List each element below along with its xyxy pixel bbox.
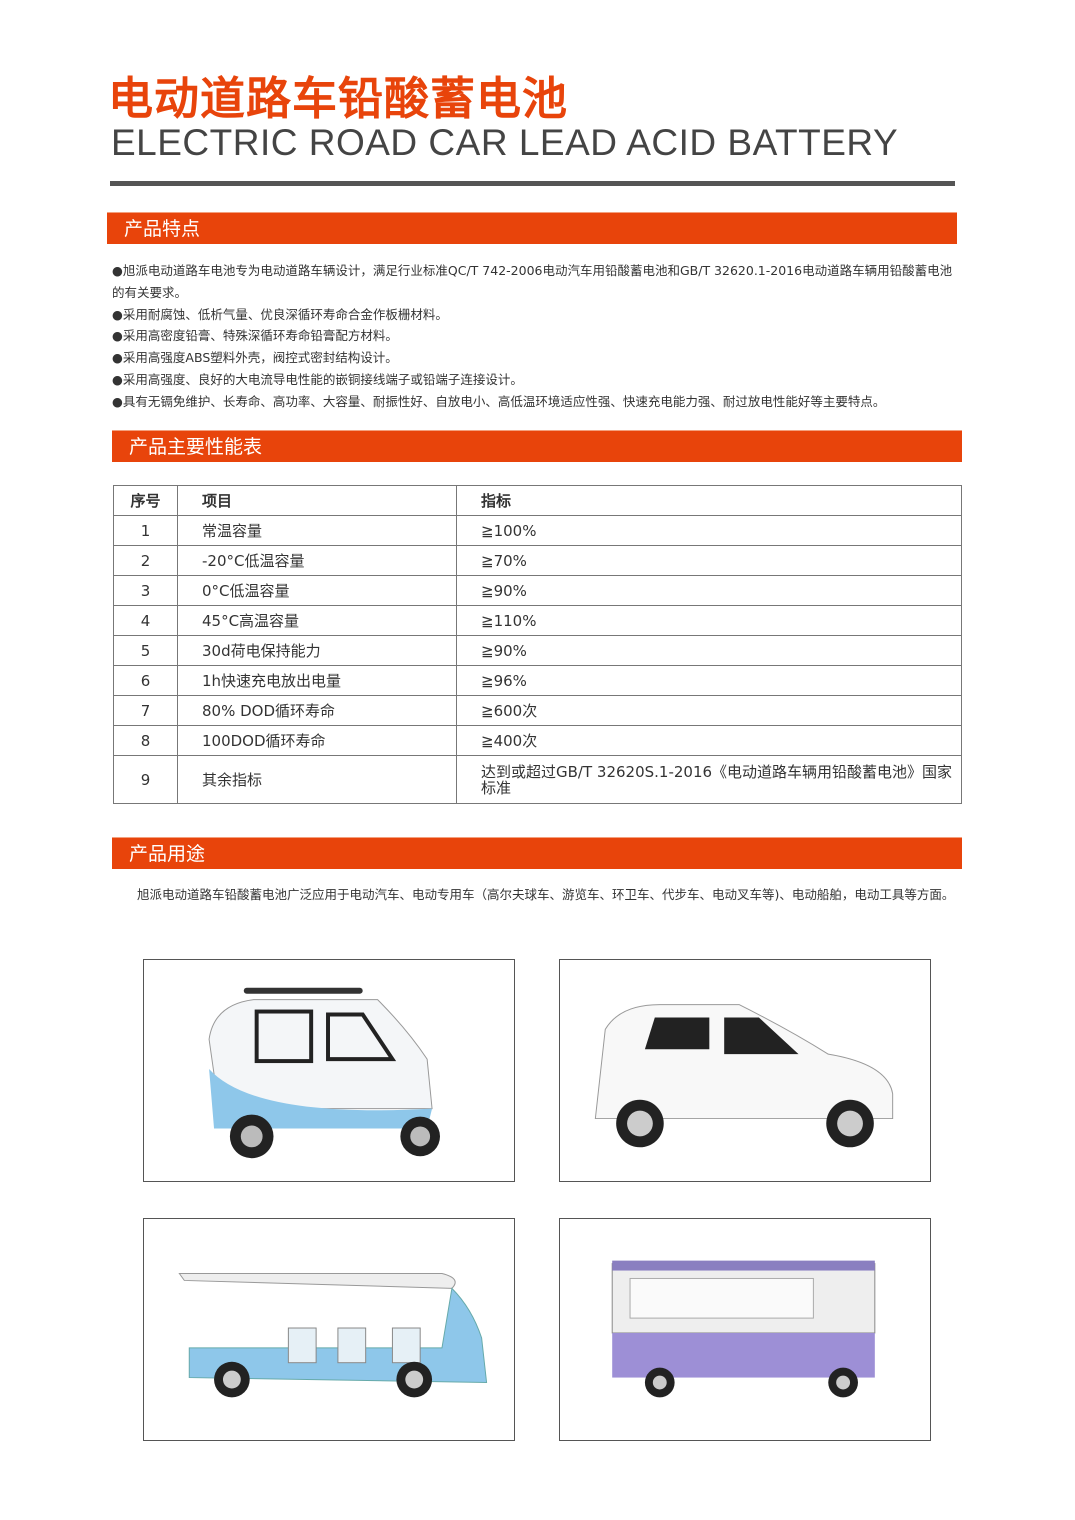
table-cell: ≧400次 <box>456 725 962 756</box>
feature-item: ●采用高强度ABS塑料外壳，阀控式密封结构设计。 <box>112 350 398 366</box>
table-row: 1 常温容量 ≧100% <box>113 515 962 546</box>
table-cell: 4 <box>113 605 178 636</box>
feature-item: ●采用高密度铅膏、特殊深循环寿命铅膏配方材料。 <box>112 328 398 344</box>
table-row: 8 100DOD循环寿命 ≧400次 <box>113 725 962 756</box>
performance-table: 序号 项目 指标 1 常温容量 ≧100% 2 -20°C低温容量 ≧70% 3 0°C低温容量 ≧9… <box>113 485 962 804</box>
table-cell: 0°C低温容量 <box>177 575 457 606</box>
feature-item: ●采用高强度、良好的大电流导电性能的嵌铜接线端子或铅端子连接设计。 <box>112 371 523 387</box>
table-cell: 3 <box>113 575 178 606</box>
table-cell: 45°C高温容量 <box>177 605 457 636</box>
page-title: 电动道路车铅酸蓄电池 <box>108 72 569 125</box>
table-row: 3 0°C低温容量 ≧90% <box>113 575 962 606</box>
mini-car-image <box>559 959 931 1182</box>
performance-heading: 产品主要性能表 <box>112 430 962 462</box>
table-row: 2 -20°C低温容量 ≧70% <box>113 545 962 576</box>
feature-item: ●具有无镉免维护、长寿命、高功率、大容量、耐振性好、自放电小、高低温环境适应性强… <box>112 393 886 409</box>
table-cell: 2 <box>113 545 178 576</box>
usage-text: 旭派电动道路车铅酸蓄电池广泛应用于电动汽车、电动专用车（高尔夫球车、游览车、环卫… <box>137 887 955 902</box>
table-cell: ≧110% <box>456 605 962 636</box>
features-list: ●旭派电动道路车电池专为电动道路车辆设计，满足行业标准QC/T 742-2006… <box>112 260 962 413</box>
table-cell: 100DOD循环寿命 <box>177 725 457 756</box>
table-cell: 6 <box>113 665 178 696</box>
table-cell: 80% DOD循环寿命 <box>177 695 457 726</box>
table-cell: ≧96% <box>456 665 962 696</box>
divider <box>110 181 955 186</box>
table-cell: ≧90% <box>456 575 962 606</box>
feature-item: ●旭派电动道路车电池专为电动道路车辆设计，满足行业标准QC/T 742-2006… <box>112 263 953 300</box>
table-row: 7 80% DOD循环寿命 ≧600次 <box>113 695 962 726</box>
table-header-row: 序号 项目 指标 <box>113 485 962 516</box>
table-cell: ≧70% <box>456 545 962 576</box>
table-row: 4 45°C高温容量 ≧110% <box>113 605 962 636</box>
table-cell: 常温容量 <box>177 515 457 546</box>
column-header: 项目 <box>177 485 457 516</box>
table-cell: 1h快速充电放出电量 <box>177 665 457 696</box>
table-cell: 1 <box>113 515 178 546</box>
table-cell: ≧100% <box>456 515 962 546</box>
usage-heading: 产品用途 <box>112 837 962 869</box>
table-cell: ≧600次 <box>456 695 962 726</box>
table-cell: -20°C低温容量 <box>177 545 457 576</box>
tricycle-car-image <box>143 959 515 1182</box>
table-cell: 其余指标 <box>177 755 457 804</box>
table-row: 9 其余指标 达到或超过GB/T 32620S.1-2016《电动道路车辆用铅酸蓄电… <box>113 755 962 804</box>
table-cell: 8 <box>113 725 178 756</box>
table-cell: 9 <box>113 755 178 804</box>
feature-item: ●采用耐腐蚀、低析气量、优良深循环寿命合金作板栅材料。 <box>112 306 448 322</box>
table-row: 6 1h快速充电放出电量 ≧96% <box>113 665 962 696</box>
table-cell: 30d荷电保持能力 <box>177 635 457 666</box>
table-row: 5 30d荷电保持能力 ≧90% <box>113 635 962 666</box>
food-truck-image <box>559 1218 931 1441</box>
features-heading: 产品特点 <box>107 212 957 244</box>
table-cell: 7 <box>113 695 178 726</box>
table-cell: 5 <box>113 635 178 666</box>
sightseeing-cart-image <box>143 1218 515 1441</box>
table-cell: 达到或超过GB/T 32620S.1-2016《电动道路车辆用铅酸蓄电池》国家标… <box>456 755 962 804</box>
column-header: 序号 <box>113 485 178 516</box>
page-subtitle: ELECTRIC ROAD CAR LEAD ACID BATTERY <box>111 122 899 163</box>
table-cell: ≧90% <box>456 635 962 666</box>
column-header: 指标 <box>456 485 962 516</box>
